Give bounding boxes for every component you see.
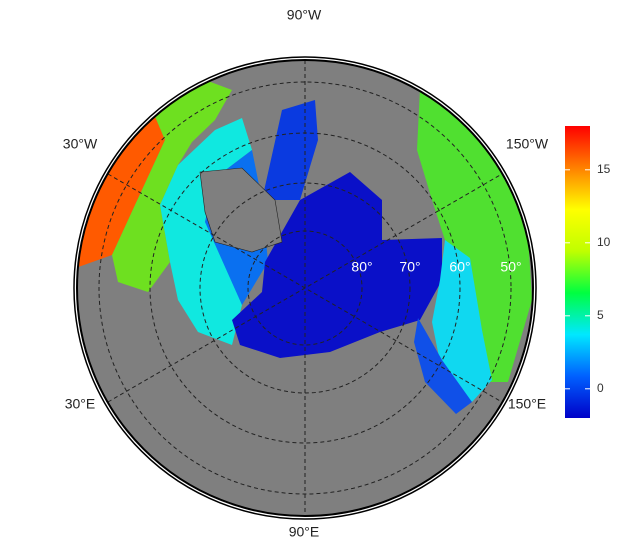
ocean-cool (160, 118, 252, 345)
map-body (77, 60, 533, 516)
pacific-cold (414, 318, 472, 414)
colorbar-tick-label: 0 (597, 381, 604, 395)
globe-border (76, 59, 534, 517)
lon-label: 90°W (287, 7, 322, 23)
lat-label: 70° (399, 259, 420, 275)
lat-label: 50° (500, 259, 521, 275)
lat-label: 80° (351, 259, 372, 275)
parallel (247, 230, 363, 346)
greenland (199, 167, 283, 253)
colorbar-tick-label: 10 (597, 235, 611, 249)
colorbar (565, 126, 590, 418)
baffin-bay (262, 100, 318, 200)
lat-label: 60° (449, 259, 470, 275)
colorbar-tick-label: 5 (597, 308, 604, 322)
meridian (107, 173, 503, 403)
colorbar-tick-label: 15 (597, 162, 611, 176)
lon-label: 150°W (506, 136, 549, 152)
lon-label: 30°W (63, 136, 98, 152)
parallel (199, 182, 411, 394)
lon-label: 150°E (508, 396, 546, 412)
arctic-ocean (232, 172, 442, 358)
ocean-warm (77, 100, 165, 270)
parallel (149, 132, 461, 444)
parallel (98, 81, 512, 495)
lon-label: 30°E (65, 396, 96, 412)
globe-border (73, 56, 537, 520)
ocean-mild (112, 78, 232, 292)
pacific-cool (432, 240, 492, 402)
lon-label: 90°E (289, 524, 320, 540)
